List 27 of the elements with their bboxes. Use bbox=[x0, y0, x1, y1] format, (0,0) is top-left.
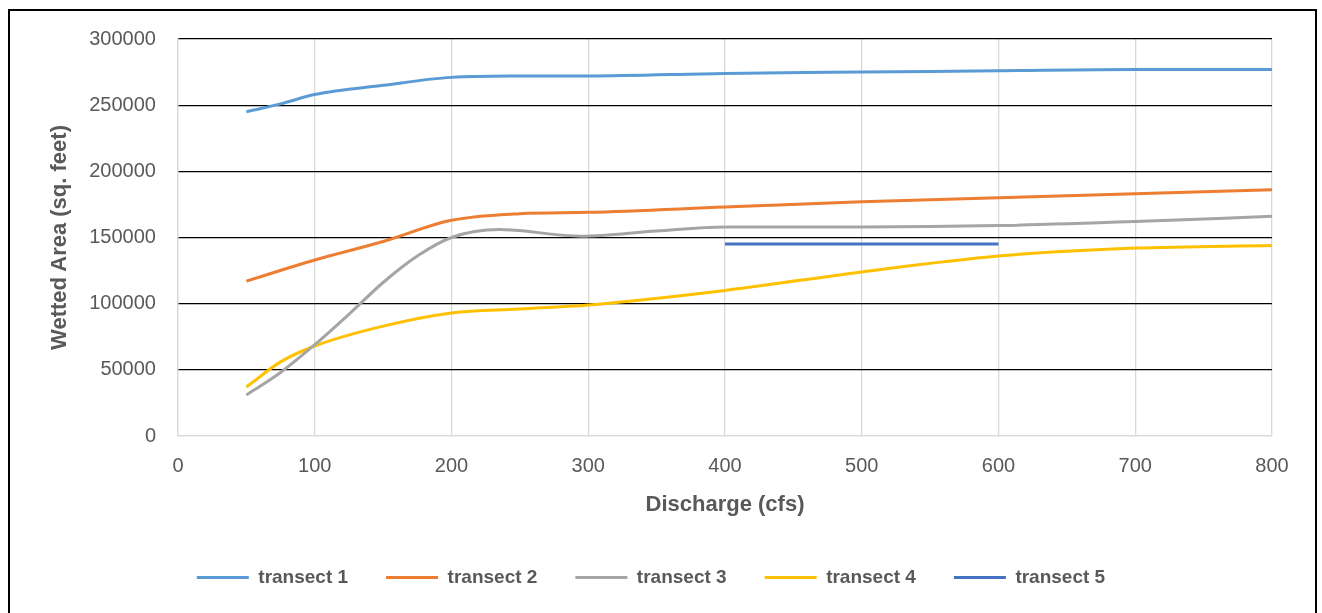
y-tick-label: 50000 bbox=[100, 357, 156, 380]
y-tick-label: 0 bbox=[144, 423, 156, 446]
x-tick-label: 300 bbox=[571, 453, 605, 476]
y-tick-label: 100000 bbox=[89, 291, 156, 314]
y-tick-label: 300000 bbox=[89, 26, 156, 49]
y-tick-label: 150000 bbox=[89, 225, 156, 248]
x-tick-label: 0 bbox=[172, 453, 184, 476]
legend-label: transect 4 bbox=[826, 565, 917, 587]
x-tick-label: 500 bbox=[845, 453, 879, 476]
legend-label: transect 5 bbox=[1015, 565, 1106, 587]
line-series bbox=[244, 67, 1272, 114]
y-tick-label: 250000 bbox=[89, 92, 156, 115]
x-tick-label: 600 bbox=[981, 453, 1016, 476]
x-tick-label: 200 bbox=[434, 453, 469, 476]
line-series bbox=[244, 214, 1272, 397]
x-tick-label: 800 bbox=[1255, 453, 1289, 476]
line-series bbox=[244, 188, 1272, 283]
y-tick-label: 200000 bbox=[89, 158, 156, 181]
x-tick-label: 100 bbox=[298, 453, 332, 476]
y-axis-title: Wetted Area (sq. feet) bbox=[46, 125, 72, 350]
legend-label: transect 2 bbox=[447, 565, 538, 587]
legend-label: transect 1 bbox=[258, 565, 349, 587]
x-tick-label: 400 bbox=[708, 453, 742, 476]
x-tick-label: 700 bbox=[1118, 453, 1152, 476]
line-series bbox=[244, 243, 1272, 389]
legend-label: transect 3 bbox=[636, 565, 727, 587]
x-axis-title: Discharge (cfs) bbox=[645, 490, 805, 516]
